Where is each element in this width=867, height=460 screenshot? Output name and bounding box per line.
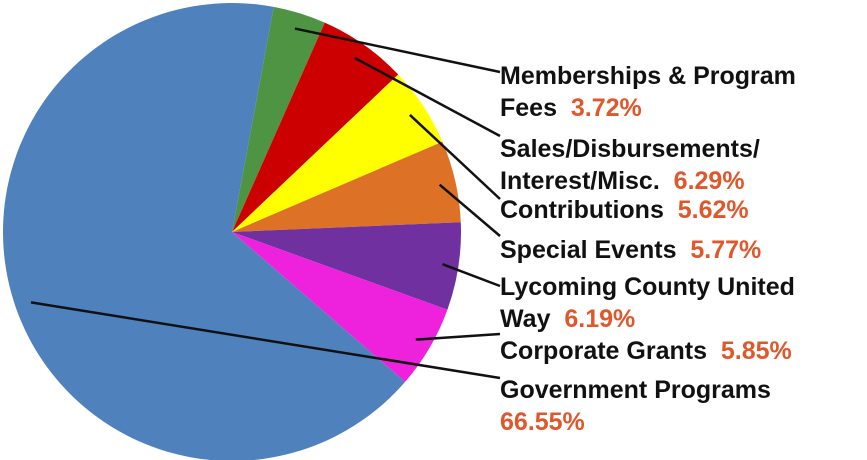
percent-memberships-program-fees: 3.72% — [557, 94, 642, 122]
label-corporate-grants: Corporate Grants 5.85% — [500, 337, 792, 365]
label-contributions: Contributions 5.62% — [500, 196, 749, 224]
slice-contributions — [232, 74, 443, 232]
leader-lines — [30, 27, 501, 380]
percent-special-events: 5.77% — [676, 236, 761, 264]
leader-line-government-programs — [30, 301, 501, 380]
leader-line-sales-disbursements-interest-misc — [354, 56, 501, 138]
leader-line-corporate-grants — [415, 332, 501, 341]
label-memberships-program-fees: Memberships & Program Fees 3.72% — [500, 62, 796, 122]
label-government-programs: Government Programs 66.55% — [500, 376, 771, 436]
label-lycoming-county-united-way: Lycoming County United Way 6.19% — [500, 273, 795, 333]
slice-sales-disbursements-interest-misc — [232, 22, 399, 232]
slice-labels: Memberships & Program Fees 3.72% Sales/Dis… — [500, 62, 796, 436]
slice-corporate-grants — [232, 232, 448, 382]
percent-government-programs: 66.55% — [500, 408, 585, 436]
pie-slices — [3, 3, 461, 460]
label-special-events: Special Events 5.77% — [500, 236, 761, 264]
percent-sales-disbursements-interest-misc: 6.29% — [660, 167, 745, 195]
percent-contributions: 5.62% — [664, 196, 749, 224]
leader-line-special-events — [438, 183, 501, 237]
slice-memberships-program-fees — [232, 6, 325, 233]
leader-line-memberships-program-fees — [294, 27, 501, 74]
slice-special-events — [232, 141, 461, 232]
label-sales-disbursements-interest-misc: Sales/Disbursements/Interest/Misc. 6.29% — [500, 135, 760, 195]
leader-line-contributions — [409, 114, 501, 200]
leader-line-lycoming-county-united-way — [442, 263, 501, 288]
percent-lycoming-county-united-way: 6.19% — [550, 305, 635, 333]
slice-lycoming-county-united-way — [232, 222, 461, 310]
percent-corporate-grants: 5.85% — [707, 337, 792, 365]
